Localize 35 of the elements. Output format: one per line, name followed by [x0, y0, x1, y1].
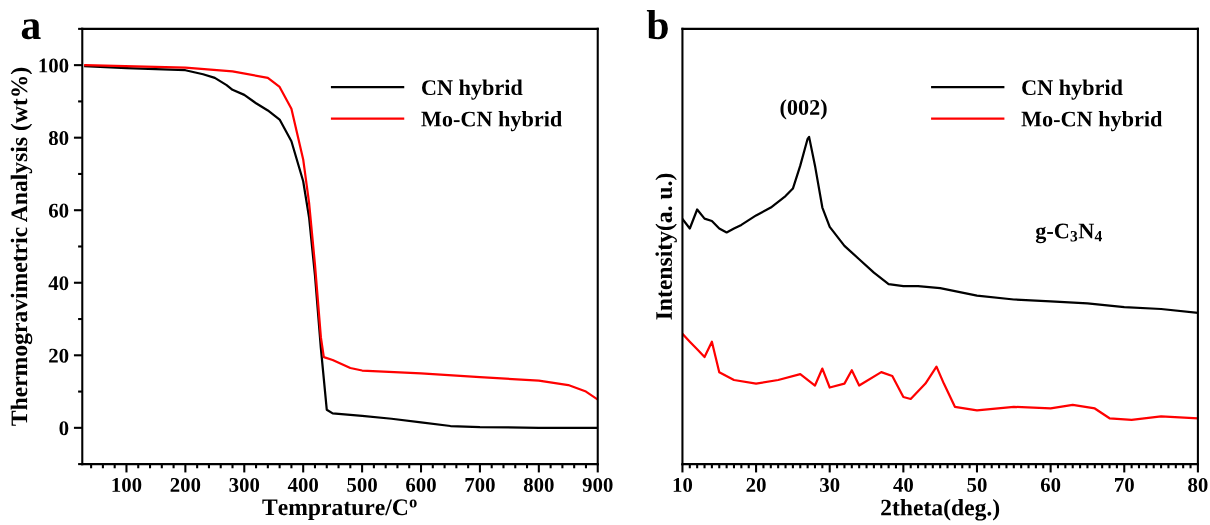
y-tick-label: 80 [48, 131, 69, 146]
legend-label: Mo-CN hybrid [421, 110, 563, 132]
x-tick-label: 400 [287, 477, 319, 492]
x-tick-label: 80 [1188, 477, 1208, 492]
x-tick-label: 10 [673, 477, 693, 492]
x-tick-label: 60 [1040, 477, 1061, 492]
x-tick-label: 50 [967, 477, 987, 492]
legend-label: CN hybrid [1022, 79, 1123, 100]
y-tick-label: 20 [49, 348, 69, 363]
x-tick-label: 300 [229, 477, 260, 492]
x-tick-label: 600 [406, 477, 436, 492]
y-axis-title: Intensity(a. u.) [655, 173, 677, 320]
legend-label: CN hybrid [422, 79, 523, 100]
y-axis-title: Thermogravimetric Analysis (wt%) [10, 67, 33, 426]
x-tick-label: 900 [582, 477, 613, 492]
y-tick-label: 60 [48, 203, 69, 218]
chart-title: b [646, 9, 668, 40]
y-tick-label: 0 [59, 421, 69, 436]
y-tick-label: 100 [39, 58, 69, 73]
x-tick-label: 800 [523, 477, 554, 492]
x-axis-title: Temprature/C$^{o}$ [262, 499, 417, 521]
x-tick-label: 500 [347, 477, 377, 492]
y-tick-label: 40 [48, 276, 69, 291]
x-tick-label: 100 [112, 477, 142, 492]
legend-label: Mo-CN hybrid [1021, 110, 1163, 132]
x-tick-label: 20 [746, 477, 766, 492]
x-tick-label: 70 [1115, 477, 1134, 492]
x-tick-label: 40 [893, 477, 913, 492]
x-tick-label: 700 [465, 477, 495, 492]
text: (002) [780, 99, 827, 120]
chart-title: a [21, 19, 41, 40]
annotation: g-C$_{3}$N$_{4}$ [1035, 223, 1102, 244]
x-tick-label: 30 [820, 477, 840, 492]
x-tick-label: 200 [170, 477, 201, 492]
x-axis-title: 2theta(deg.) [881, 498, 1000, 521]
